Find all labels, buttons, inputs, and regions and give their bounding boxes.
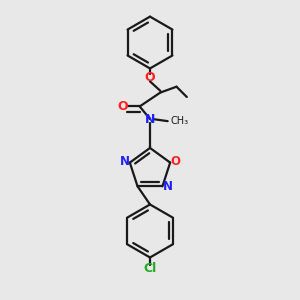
- Text: N: N: [163, 180, 173, 194]
- Text: CH₃: CH₃: [170, 116, 188, 126]
- Text: O: O: [145, 71, 155, 84]
- Text: O: O: [170, 154, 181, 168]
- Text: Cl: Cl: [143, 262, 157, 275]
- Text: N: N: [119, 155, 130, 169]
- Text: N: N: [145, 112, 155, 126]
- Text: O: O: [118, 100, 128, 113]
